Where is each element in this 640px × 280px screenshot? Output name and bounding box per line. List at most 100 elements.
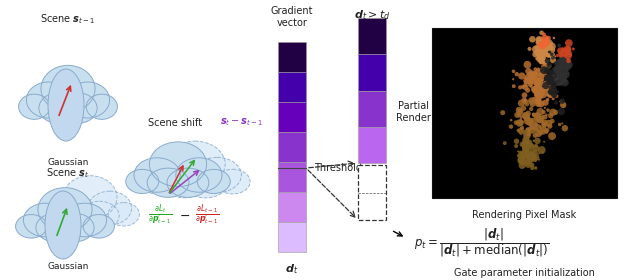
Ellipse shape — [88, 191, 132, 225]
Text: $\boldsymbol{d}_t > t_d$: $\boldsymbol{d}_t > t_d$ — [354, 8, 390, 22]
Circle shape — [543, 86, 545, 88]
Circle shape — [522, 138, 530, 145]
Bar — [432, 28, 617, 198]
Circle shape — [536, 98, 540, 101]
Circle shape — [559, 81, 563, 85]
Circle shape — [548, 89, 553, 94]
Text: $\frac{\partial L_t}{\partial \boldsymbol{p}^\prime_{t-1}}$: $\frac{\partial L_t}{\partial \boldsymbo… — [148, 202, 172, 228]
Circle shape — [561, 78, 566, 84]
Circle shape — [545, 78, 550, 83]
Circle shape — [538, 152, 540, 155]
Circle shape — [541, 82, 545, 86]
Circle shape — [550, 70, 553, 73]
Circle shape — [553, 80, 559, 86]
Circle shape — [563, 54, 566, 57]
Circle shape — [518, 162, 526, 169]
Circle shape — [534, 90, 537, 93]
Bar — [358, 18, 386, 54]
Circle shape — [559, 53, 566, 60]
Circle shape — [531, 82, 533, 84]
Circle shape — [547, 83, 551, 88]
Circle shape — [527, 150, 535, 158]
Circle shape — [548, 90, 552, 94]
Circle shape — [543, 39, 548, 45]
Circle shape — [548, 132, 556, 140]
Circle shape — [536, 116, 544, 123]
Circle shape — [547, 53, 549, 55]
Circle shape — [525, 141, 529, 146]
Circle shape — [542, 100, 548, 106]
Circle shape — [536, 127, 538, 130]
Circle shape — [554, 66, 560, 73]
Circle shape — [524, 160, 532, 168]
Circle shape — [534, 122, 538, 125]
Circle shape — [539, 43, 543, 47]
Circle shape — [559, 55, 561, 57]
Ellipse shape — [36, 213, 76, 242]
Circle shape — [558, 62, 564, 68]
Circle shape — [540, 62, 541, 64]
Circle shape — [524, 139, 529, 144]
Circle shape — [538, 39, 545, 45]
Circle shape — [543, 81, 550, 87]
Circle shape — [529, 129, 531, 132]
Circle shape — [550, 80, 558, 87]
Circle shape — [516, 107, 522, 114]
Circle shape — [529, 154, 537, 162]
Circle shape — [531, 152, 533, 154]
Circle shape — [543, 125, 545, 127]
Circle shape — [564, 63, 571, 69]
Circle shape — [516, 129, 520, 132]
Circle shape — [534, 138, 541, 144]
Ellipse shape — [48, 69, 84, 141]
Circle shape — [550, 46, 553, 49]
Circle shape — [527, 47, 532, 51]
Circle shape — [536, 37, 542, 43]
Bar — [358, 90, 386, 127]
Circle shape — [542, 86, 547, 91]
Circle shape — [562, 51, 564, 54]
Circle shape — [548, 43, 556, 50]
Ellipse shape — [63, 176, 117, 219]
Circle shape — [518, 155, 525, 163]
Circle shape — [536, 51, 541, 56]
Circle shape — [537, 56, 540, 59]
Circle shape — [532, 113, 534, 115]
Circle shape — [552, 68, 560, 76]
Circle shape — [542, 39, 544, 41]
Circle shape — [566, 50, 572, 57]
Circle shape — [544, 62, 548, 67]
Circle shape — [529, 107, 533, 111]
Circle shape — [518, 128, 524, 134]
Circle shape — [547, 123, 552, 129]
Circle shape — [534, 83, 540, 89]
Circle shape — [532, 81, 537, 85]
Ellipse shape — [24, 203, 67, 237]
Circle shape — [541, 35, 548, 42]
Circle shape — [512, 84, 516, 88]
Circle shape — [535, 57, 539, 60]
Ellipse shape — [41, 65, 95, 112]
Circle shape — [546, 40, 553, 47]
Circle shape — [538, 130, 543, 135]
Circle shape — [532, 133, 538, 138]
Circle shape — [550, 57, 556, 63]
Circle shape — [556, 54, 559, 57]
Bar — [358, 127, 386, 163]
Circle shape — [532, 139, 535, 142]
Circle shape — [540, 53, 546, 59]
Circle shape — [540, 47, 547, 54]
Circle shape — [558, 69, 563, 75]
Circle shape — [536, 86, 542, 92]
Ellipse shape — [15, 214, 47, 238]
Circle shape — [529, 153, 534, 158]
Circle shape — [566, 51, 568, 54]
Circle shape — [534, 124, 542, 132]
Circle shape — [556, 91, 557, 93]
Circle shape — [551, 73, 557, 79]
Circle shape — [534, 67, 537, 71]
Circle shape — [552, 68, 555, 71]
Circle shape — [520, 126, 524, 130]
Circle shape — [561, 60, 567, 66]
Circle shape — [547, 69, 550, 72]
